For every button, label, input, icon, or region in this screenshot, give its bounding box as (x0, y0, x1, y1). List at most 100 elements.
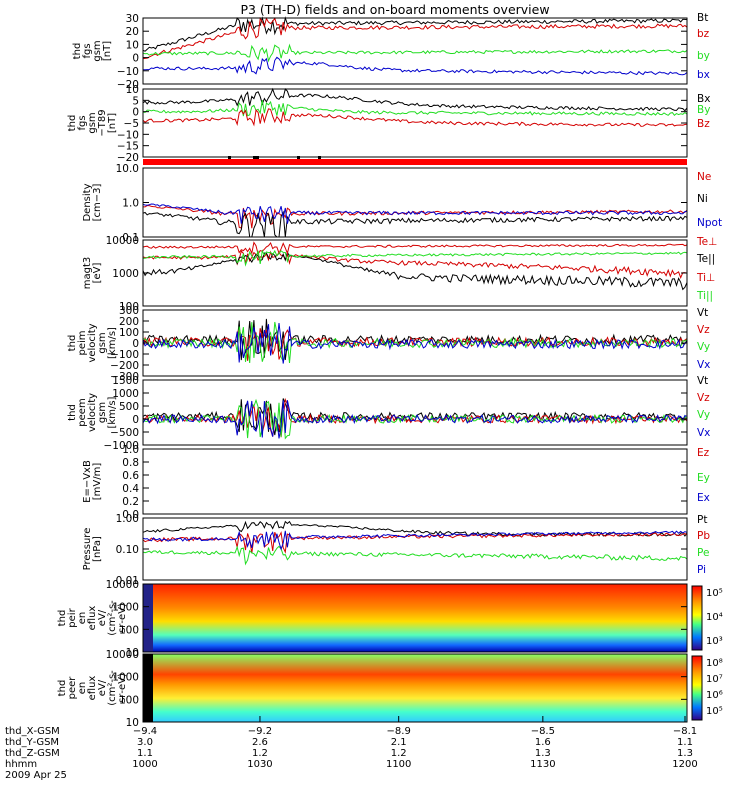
x-row-value: 2.1 (391, 737, 407, 748)
colorbar-label: 10⁷ (706, 674, 723, 685)
banner-mark (228, 156, 231, 159)
x-row-label: thd_Z‑GSM (5, 748, 60, 759)
y-axis-label: [nT] (107, 113, 118, 133)
y-tick-label: 1000 (112, 388, 139, 400)
y-tick-label: 10000 (106, 579, 139, 591)
series-fgs_gsm-1 (142, 16, 688, 60)
y-tick-label: 1000 (112, 268, 139, 280)
y-tick-label: −10 (117, 66, 139, 78)
y-axis-label: sr‑eV) (117, 673, 128, 703)
x-row-value: 1030 (247, 759, 272, 770)
colorbar-label: 10⁴ (706, 612, 723, 623)
y-axis-label: gsm (92, 40, 103, 61)
y-axis-label: Density (82, 183, 93, 221)
panel-frame (142, 167, 688, 238)
y-tick-label: 20 (126, 26, 139, 38)
x-row-value: 1200 (672, 759, 697, 770)
legend-e_vxb-2: Ex (697, 492, 710, 504)
y-tick-label: 0 (132, 338, 139, 350)
spectrogram-gap (143, 584, 153, 652)
panel-peer_flux: 10⁸ 10⁷ 10⁶ 10⁵ 10000 1000 100 10 thd peer en eflux… (57, 649, 723, 729)
x-row-value: 1000 (132, 759, 157, 770)
banner-mark (318, 156, 321, 159)
y-tick-label: 0.6 (122, 470, 139, 482)
y-axis-label: eflux (87, 606, 98, 631)
y-tick-label: 1.0 (122, 198, 139, 210)
y-axis-label: [mV/m] (92, 463, 103, 501)
y-axis-label: velocity (87, 393, 98, 432)
y-tick-label: 0.4 (122, 483, 139, 495)
x-row-label: thd_Y‑GSM (5, 737, 59, 748)
y-tick-label: 10 (126, 39, 139, 51)
series-fgs_gsm_t89-1 (142, 100, 688, 117)
spectrogram-peer_flux (143, 654, 687, 722)
y-axis-label: peer (67, 676, 78, 700)
series-peim_velocity-3 (142, 322, 688, 364)
panel-pressure: 1.00 0.10 0.01 Pressure [nPa] Pt Pb Pe Pi (82, 513, 710, 587)
y-axis-label: gsm (97, 332, 108, 353)
x-row-value: 3.0 (137, 737, 153, 748)
y-tick-label: 0.0 (122, 509, 139, 521)
x-row-value: 1.6 (535, 737, 551, 748)
series-temperature-0 (142, 249, 688, 279)
legend-fgs_gsm_t89-1: By (697, 104, 710, 116)
y-axis-label: [nPa] (92, 536, 103, 562)
y-axis-label: thd (67, 115, 78, 132)
series-fgs_gsm_t89-0 (142, 87, 688, 112)
series-fgs_gsm_t89-2 (142, 108, 688, 127)
series-density-2 (142, 203, 688, 224)
series-density-0 (143, 205, 688, 229)
y-tick-label: −500 (110, 427, 139, 439)
legend-e_vxb-1: Ey (697, 472, 710, 484)
y-axis-label: [km/s] (107, 396, 118, 428)
legend-peem_velocity-3: Vx (697, 427, 710, 439)
series-fgs_gsm-2 (142, 43, 688, 63)
y-tick-label: 10.0 (116, 163, 139, 175)
spectrogram-peir_flux (143, 584, 687, 652)
y-axis-label: sr‑eV) (117, 603, 128, 633)
legend-temperature-1: Te|| (696, 253, 715, 265)
colorbar-peer_flux (691, 655, 703, 721)
y-axis-label: Pressure (82, 528, 93, 571)
y-tick-label: 100 (119, 301, 139, 313)
x-row-label: thd_X‑GSM (5, 726, 60, 737)
x-row-value: 1.3 (677, 748, 693, 759)
y-axis-label: −T89 (97, 109, 108, 136)
panel-frame (142, 88, 688, 158)
panel-frame (142, 583, 688, 653)
plot-title: P3 (TH-D) fields and on-board moments ov… (240, 2, 549, 17)
colorbar-label: 10⁵ (706, 588, 723, 599)
y-tick-label: −100 (110, 349, 139, 361)
series-peem_velocity-3 (142, 400, 688, 439)
legend-peim_velocity-0: Vt (697, 307, 708, 319)
y-axis-label: thd (72, 43, 83, 60)
legend-e_vxb-0: Ez (697, 447, 710, 459)
y-axis-label: thd (67, 335, 78, 352)
red-banner (143, 159, 687, 165)
y-tick-label: 1.00 (116, 513, 139, 525)
panel-e_vxb: 1.00.80.60.40.20.0 E=−VxB [mV/m] Ez Ey Ex (82, 444, 710, 521)
x-row-value: 1.2 (252, 748, 268, 759)
legend-pressure-1: Pb (697, 530, 710, 542)
x-row-label: hhmm (5, 759, 37, 770)
y-axis-label: E=−VxB (82, 460, 93, 503)
y-tick-label: 1000 (112, 672, 139, 684)
legend-pressure-2: Pe (697, 547, 709, 559)
spectrogram-gap (143, 654, 153, 722)
panel-peir_flux: 10⁵ 10⁴ 10³ 10000 1000 100 10 thd peir en eflux eV/… (57, 579, 723, 659)
series-pressure-0 (142, 520, 688, 537)
y-axis-label: peir (67, 607, 78, 627)
y-tick-label: 10000 (106, 649, 139, 661)
colorbar-label: 10³ (706, 636, 723, 647)
x-row-value: −8.1 (673, 726, 697, 737)
banner-mark (297, 156, 300, 159)
legend-peem_velocity-0: Vt (697, 375, 708, 387)
panel-temperature: 10000 1000 100 magt3 [eV] Te⊥ Te|| Ti⊥ Ti|| (82, 235, 717, 313)
y-tick-label: 100 (119, 624, 139, 636)
y-axis-label: eV/ (97, 679, 108, 696)
x-row-value: −9.4 (133, 726, 157, 737)
y-tick-label: 10 (126, 84, 139, 96)
